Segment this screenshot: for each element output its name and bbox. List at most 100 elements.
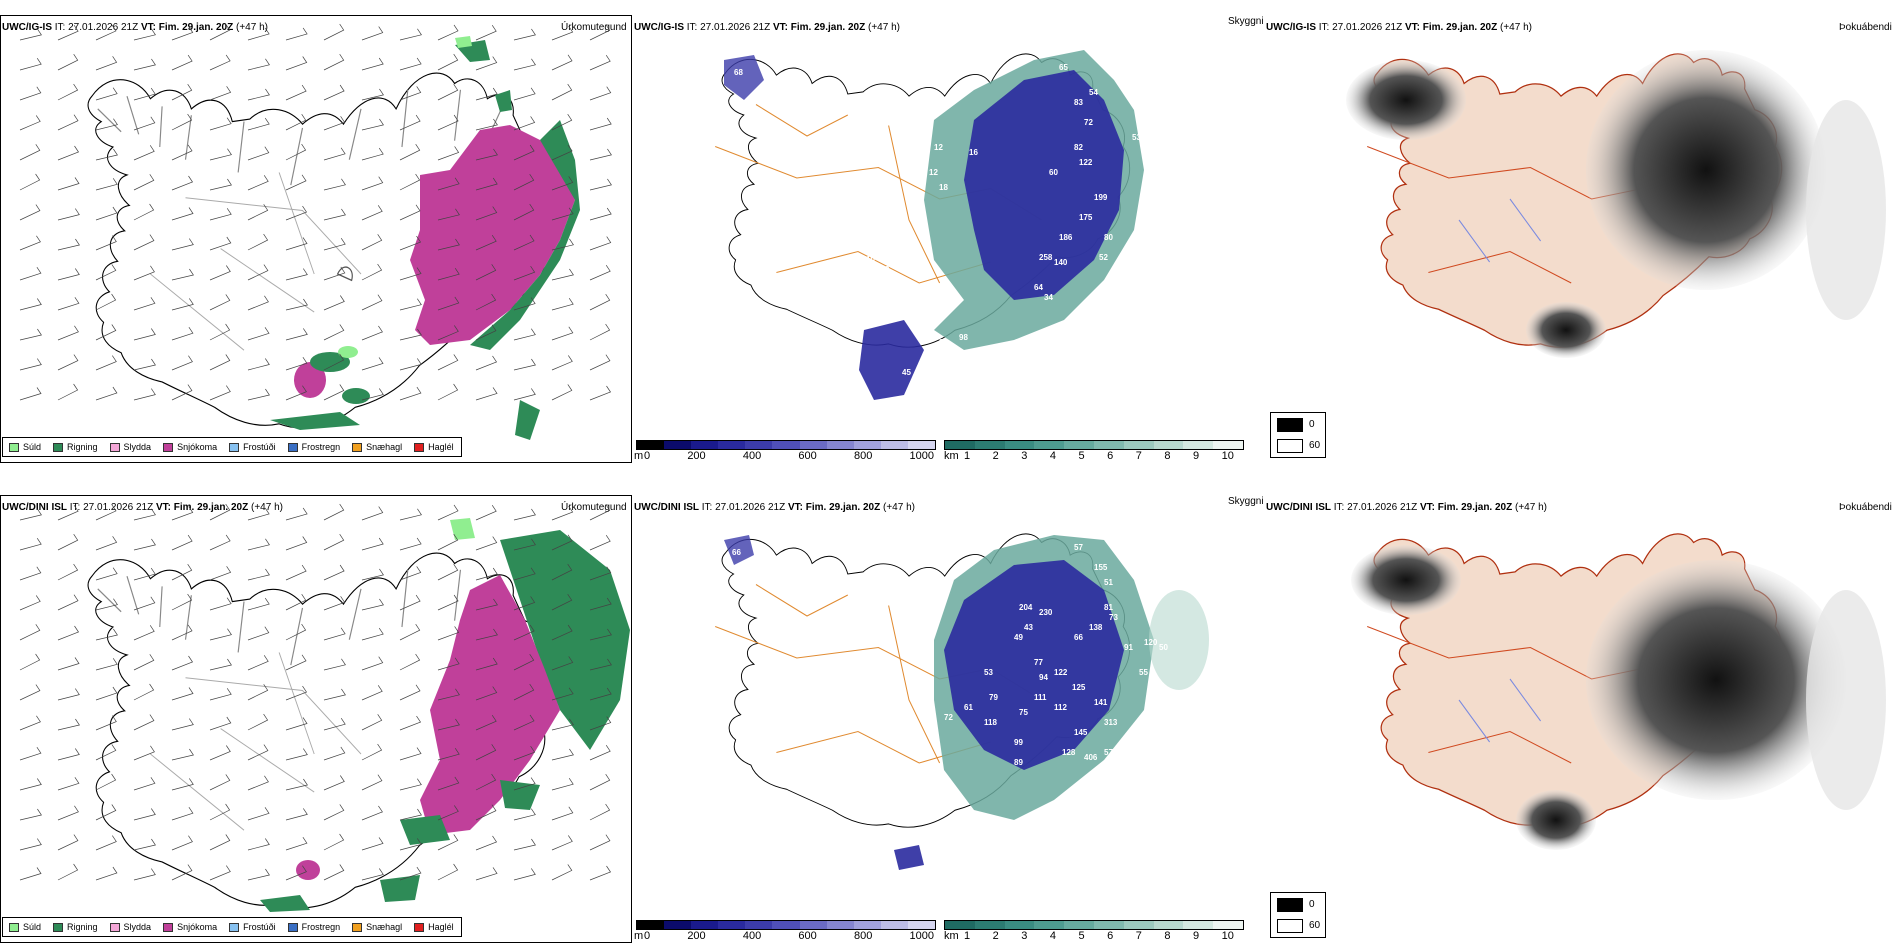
wind-barb xyxy=(209,178,232,191)
visibility-value-label: 83 xyxy=(1074,98,1083,107)
lead-time: (+47 h) xyxy=(236,22,268,33)
wind-barb xyxy=(285,623,307,641)
wind-barb xyxy=(399,358,422,371)
precip-legend-label: Frostúði xyxy=(243,922,276,932)
colorbar-segment xyxy=(1064,441,1094,449)
visibility-value-label: 230 xyxy=(1039,608,1053,617)
precip-legend-label: Slydda xyxy=(123,922,152,932)
wind-barb xyxy=(551,656,574,671)
wind-barb xyxy=(133,777,156,791)
wind-barb xyxy=(437,268,460,281)
precip-legend-swatch xyxy=(9,442,19,452)
precip-legend-label: Slydda xyxy=(123,442,152,452)
wind-barb xyxy=(437,594,459,611)
wind-barb xyxy=(285,865,307,881)
wind-barb xyxy=(513,808,536,821)
run-label: IT: xyxy=(54,22,66,33)
wind-barb xyxy=(323,208,346,221)
wind-barb xyxy=(475,867,498,881)
wind-barb xyxy=(19,58,42,71)
precip-legend-swatch xyxy=(352,442,363,452)
wind-barb xyxy=(285,114,307,131)
colorbar-segment xyxy=(1123,921,1154,929)
wind-barb xyxy=(475,177,498,191)
wind-barb xyxy=(437,238,460,251)
colorbar-segment xyxy=(1064,921,1094,929)
wind-barb xyxy=(247,775,269,791)
wind-barb xyxy=(361,234,383,251)
wind-barb xyxy=(323,147,346,161)
valid-label: VT: xyxy=(787,502,803,513)
visibility-value-label: 122 xyxy=(1079,158,1093,167)
wind-barb xyxy=(513,508,536,521)
vis-fringe-east xyxy=(1149,590,1209,690)
panel-title: Skyggni xyxy=(1228,16,1264,27)
wind-barb xyxy=(551,144,573,161)
rain-area xyxy=(470,120,580,350)
wind-barb xyxy=(95,835,117,851)
fog-core-east xyxy=(1586,560,1846,800)
wind-barb xyxy=(209,117,232,131)
visibility-value-label: 53 xyxy=(1132,133,1141,142)
wind-barb xyxy=(247,88,270,101)
wind-barb xyxy=(475,744,497,761)
visibility-value-label: 72 xyxy=(1084,118,1093,127)
wind-barb xyxy=(19,778,42,791)
precip-legend-swatch xyxy=(287,922,298,932)
wind-barb xyxy=(513,777,536,791)
panel-title: Þokuábendi xyxy=(1839,502,1892,513)
panel-title: Skyggni xyxy=(1228,496,1264,507)
wind-barb xyxy=(19,566,42,581)
fog-legend-label: 60 xyxy=(1309,920,1321,931)
colorbar-segment xyxy=(745,441,773,449)
wind-barb xyxy=(399,594,421,611)
precip-legend-item: Súld xyxy=(9,922,41,932)
wind-barb xyxy=(399,808,422,821)
fog-legend-label: 0 xyxy=(1309,419,1315,430)
wind-barb xyxy=(589,803,611,821)
ceiling-unit: m xyxy=(634,930,644,942)
wind-barb xyxy=(323,833,345,851)
wind-barb xyxy=(95,324,117,341)
wind-barb xyxy=(57,325,79,341)
colorbar-segment xyxy=(880,921,908,929)
wind-barb xyxy=(209,834,231,851)
wind-barb xyxy=(551,298,574,311)
wind-barb xyxy=(551,718,574,731)
wind-barb xyxy=(399,778,422,791)
precip-legend-item: Frostúði xyxy=(229,442,276,452)
wind-barb xyxy=(95,567,118,581)
wind-barb xyxy=(437,626,460,641)
wind-barb xyxy=(95,598,118,611)
precip-legend-item: Frostregn xyxy=(287,442,340,452)
precip-legend-item: Slydda xyxy=(109,442,152,452)
wind-barb xyxy=(323,116,346,131)
visibility-colorbar xyxy=(944,440,1244,450)
wind-barb xyxy=(209,658,232,671)
wind-barb xyxy=(247,507,270,521)
colorbar-tick: 800 xyxy=(853,450,873,462)
panel-header: UWC/DINI ISL IT: 27.01.2026 21Z VT: Fim.… xyxy=(2,502,283,514)
wind-barb xyxy=(209,265,231,281)
colorbar-tick: 800 xyxy=(853,930,873,942)
precip-legend-swatch xyxy=(352,922,363,932)
wind-barb xyxy=(589,687,612,701)
wind-barb xyxy=(285,564,307,581)
wind-barb xyxy=(475,355,498,371)
wind-barb xyxy=(437,805,459,821)
colorbar-tick: 200 xyxy=(687,930,706,942)
wind-barb xyxy=(19,387,42,401)
drizzle-north xyxy=(455,36,472,48)
map-frame xyxy=(0,15,632,463)
wind-barb xyxy=(361,294,383,311)
wind-barb xyxy=(285,84,307,101)
colorbar-segment xyxy=(826,921,854,929)
wind-barb xyxy=(361,685,383,701)
wind-barb xyxy=(551,207,574,221)
colorbar-tick: 7 xyxy=(1135,930,1142,942)
precip-legend-item: Snjókoma xyxy=(163,442,217,452)
precip-type-panel-row2: UWC/DINI ISL IT: 27.01.2026 21Z VT: Fim.… xyxy=(0,480,634,950)
wind-barb xyxy=(57,748,80,761)
wind-barb xyxy=(475,264,497,281)
wind-barb xyxy=(57,114,79,131)
